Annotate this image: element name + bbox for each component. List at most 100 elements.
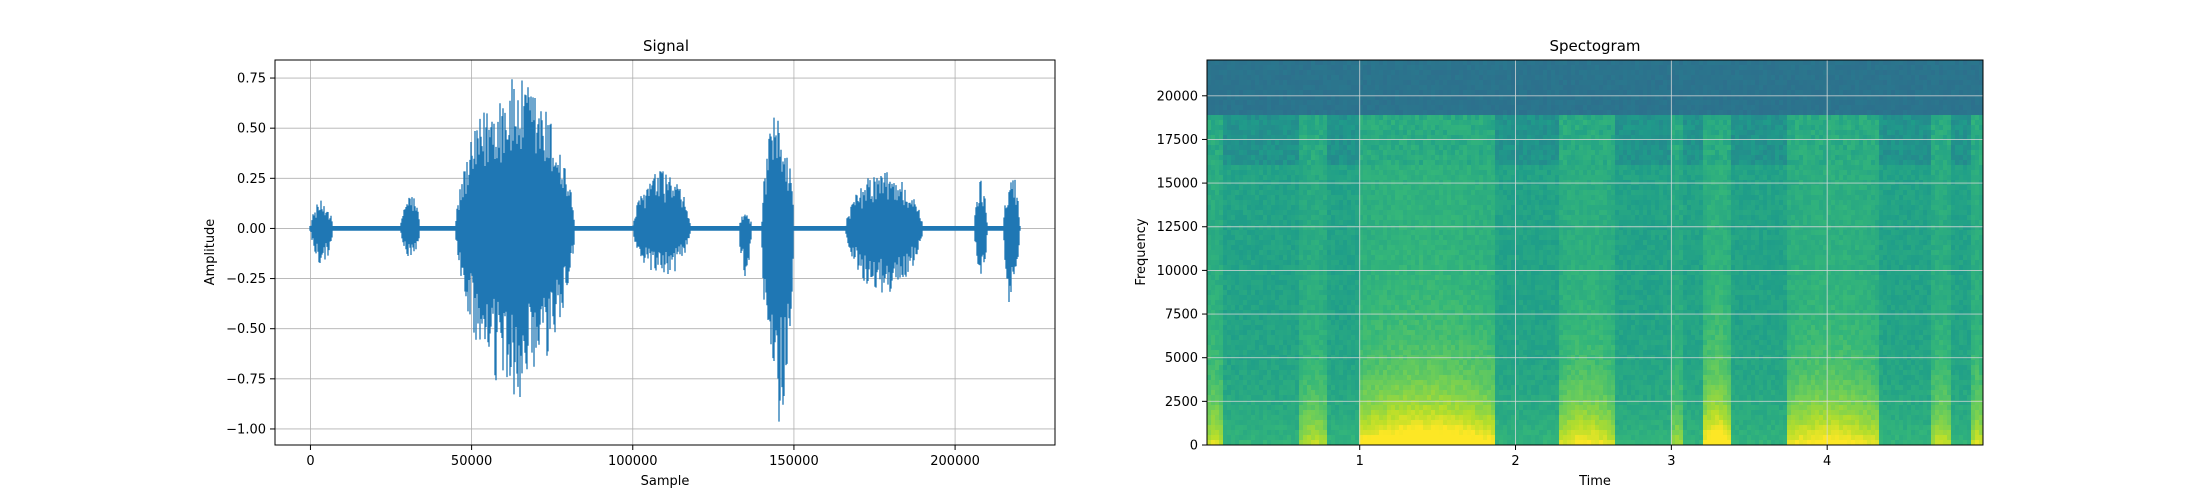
spectrogram-cell bbox=[1267, 275, 1272, 281]
spectrogram-cell bbox=[1307, 400, 1312, 406]
spectrogram-cell bbox=[1319, 205, 1324, 211]
spectrogram-cell bbox=[1371, 185, 1376, 191]
spectrogram-cell bbox=[1311, 375, 1316, 381]
spectrogram-cell bbox=[1427, 60, 1432, 66]
spectrogram-cell bbox=[1379, 360, 1384, 366]
spectrogram-cell bbox=[1271, 165, 1276, 171]
spectrogram-cell bbox=[1443, 400, 1448, 406]
spectrogram-cell bbox=[1219, 265, 1224, 271]
spectrogram-cell bbox=[1399, 410, 1404, 416]
spectrogram-cell bbox=[1207, 395, 1212, 401]
spectrogram-cell bbox=[1403, 95, 1408, 101]
spectrogram-cell bbox=[1291, 440, 1296, 445]
spectrogram-cell bbox=[1275, 155, 1280, 161]
spectrogram-cell bbox=[1307, 315, 1312, 321]
spectrogram-cell bbox=[1275, 230, 1280, 236]
spectrogram-cell bbox=[1399, 225, 1404, 231]
spectrogram-cell bbox=[1207, 60, 1212, 66]
spectrogram-cell bbox=[1259, 125, 1264, 131]
spectrogram-cell bbox=[1283, 240, 1288, 246]
spectrogram-cell bbox=[1259, 250, 1264, 256]
spectrogram-cell bbox=[1351, 90, 1356, 96]
spectrogram-cell bbox=[1235, 395, 1240, 401]
spectrogram-cell bbox=[1459, 120, 1464, 126]
spectrogram-cell bbox=[1395, 200, 1400, 206]
spectrogram-cell bbox=[1455, 145, 1460, 151]
spectrogram-cell bbox=[1387, 190, 1392, 196]
spectrogram-cell bbox=[1303, 225, 1308, 231]
spectrogram-cell bbox=[1227, 115, 1232, 121]
spectrogram-cell bbox=[1271, 325, 1276, 331]
spectrogram-cell bbox=[1351, 410, 1356, 416]
spectrogram-cell bbox=[1415, 285, 1420, 291]
spectrogram-cell bbox=[1283, 310, 1288, 316]
spectrogram-cell bbox=[1311, 350, 1316, 356]
spectrogram-cell bbox=[1347, 310, 1352, 316]
spectrogram-cell bbox=[1391, 330, 1396, 336]
spectrogram-cell bbox=[1215, 365, 1220, 371]
spectrogram-cell bbox=[1251, 200, 1256, 206]
spectrogram-cell bbox=[1363, 370, 1368, 376]
spectrogram-cell bbox=[1383, 380, 1388, 386]
spectrogram-cell bbox=[1411, 435, 1416, 441]
spectrogram-cell bbox=[1367, 125, 1372, 131]
spectrogram-cell bbox=[1375, 95, 1380, 101]
spectrogram-cell bbox=[1447, 130, 1452, 136]
spectrogram-cell bbox=[1451, 415, 1456, 421]
spectrogram-cell bbox=[1443, 310, 1448, 316]
spectrogram-cell bbox=[1351, 305, 1356, 311]
spectrogram-cell bbox=[1459, 285, 1464, 291]
spectrogram-cell bbox=[1327, 225, 1332, 231]
spectrogram-cell bbox=[1235, 225, 1240, 231]
spectrogram-cell bbox=[1395, 315, 1400, 321]
spectrogram-cell bbox=[1371, 335, 1376, 341]
spectrogram-cell bbox=[1419, 390, 1424, 396]
spectrogram-cell bbox=[1247, 410, 1252, 416]
spectrogram-cell bbox=[1439, 120, 1444, 126]
spectrogram-cell bbox=[1295, 225, 1300, 231]
spectrogram-cell bbox=[1251, 290, 1256, 296]
spectrogram-cell bbox=[1331, 75, 1336, 81]
spectrogram-cell bbox=[1395, 375, 1400, 381]
spectrogram-cell bbox=[1227, 385, 1232, 391]
spectrogram-cell bbox=[1351, 255, 1356, 261]
spectrogram-cell bbox=[1207, 300, 1212, 306]
spectrogram-cell bbox=[1447, 75, 1452, 81]
spectrogram-cell bbox=[1211, 375, 1216, 381]
spectrogram-cell bbox=[1227, 230, 1232, 236]
spectrogram-cell bbox=[1371, 220, 1376, 226]
spectrogram-cell bbox=[1459, 340, 1464, 346]
spectrogram-cell bbox=[1287, 420, 1292, 426]
spectrogram-cell bbox=[1299, 110, 1304, 116]
spectrogram-cell bbox=[1423, 275, 1428, 281]
spectrogram-cell bbox=[1447, 375, 1452, 381]
spectrogram-cell bbox=[1339, 245, 1344, 251]
spectrogram-cell bbox=[1267, 230, 1272, 236]
spectrogram-cell bbox=[1411, 290, 1416, 296]
spectrogram-cell bbox=[1423, 375, 1428, 381]
spectrogram-cell bbox=[1231, 360, 1236, 366]
spectrogram-cell bbox=[1323, 85, 1328, 91]
spectrogram-cell bbox=[1463, 70, 1468, 76]
spectrogram-cell bbox=[1403, 380, 1408, 386]
spectrogram-cell bbox=[1327, 155, 1332, 161]
spectrogram-cell bbox=[1327, 430, 1332, 436]
spectrogram-cell bbox=[1359, 430, 1364, 436]
spectrogram-cell bbox=[1215, 310, 1220, 316]
spectrogram-cell bbox=[1335, 360, 1340, 366]
spectrogram-cell bbox=[1447, 330, 1452, 336]
spectrogram-cell bbox=[1423, 330, 1428, 336]
spectrogram-cell bbox=[1419, 235, 1424, 241]
spectrogram-cell bbox=[1267, 415, 1272, 421]
spectrogram-cell bbox=[1299, 205, 1304, 211]
spectrogram-cell bbox=[1247, 285, 1252, 291]
spectrogram-cell bbox=[1423, 270, 1428, 276]
spectrogram-cell bbox=[1391, 185, 1396, 191]
spectrogram-cell bbox=[1431, 160, 1436, 166]
spectrogram-cell bbox=[1323, 290, 1328, 296]
spectrogram-cell bbox=[1211, 385, 1216, 391]
spectrogram-cell bbox=[1247, 430, 1252, 436]
spectrogram-cell bbox=[1303, 60, 1308, 66]
spectrogram-cell bbox=[1431, 140, 1436, 146]
spectrogram-cell bbox=[1219, 440, 1224, 445]
